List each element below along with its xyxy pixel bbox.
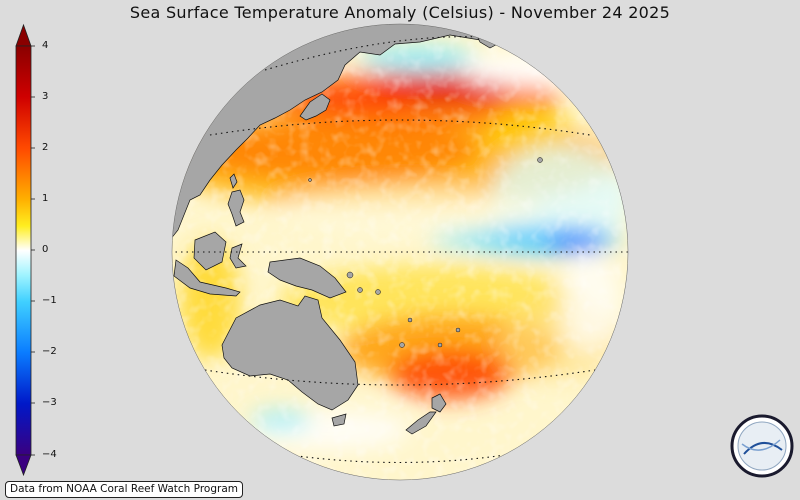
map-title: Sea Surface Temperature Anomaly (Celsius… <box>129 3 671 22</box>
new-guinea-island <box>267 257 347 299</box>
globe-outline <box>171 23 629 481</box>
colorbar-tick-label: −2 <box>42 346 57 357</box>
colorbar-tick-label: −4 <box>42 449 57 460</box>
australia-landmass <box>221 295 359 411</box>
colorbar-tick-label: 4 <box>42 40 49 51</box>
nexlab-logo <box>730 414 794 478</box>
graticule <box>172 36 628 464</box>
colorbar-tick-label: 2 <box>42 142 49 153</box>
new-zealand-islands <box>405 393 447 435</box>
colorbar-tick-label: −1 <box>42 295 57 306</box>
colorbar <box>15 23 35 477</box>
philippines-islands <box>227 189 245 227</box>
japan-island <box>299 93 331 121</box>
colorbar-tick-label: 0 <box>42 244 49 255</box>
colorbar-tick-label: −3 <box>42 397 57 408</box>
colorbar-tick-label: 3 <box>42 91 49 102</box>
colorbar-tick-label: 1 <box>42 193 49 204</box>
data-credit: Data from NOAA Coral Reef Watch Program <box>5 481 243 498</box>
colorbar-bottom-arrow <box>15 454 32 477</box>
pacific-islands <box>308 157 543 348</box>
